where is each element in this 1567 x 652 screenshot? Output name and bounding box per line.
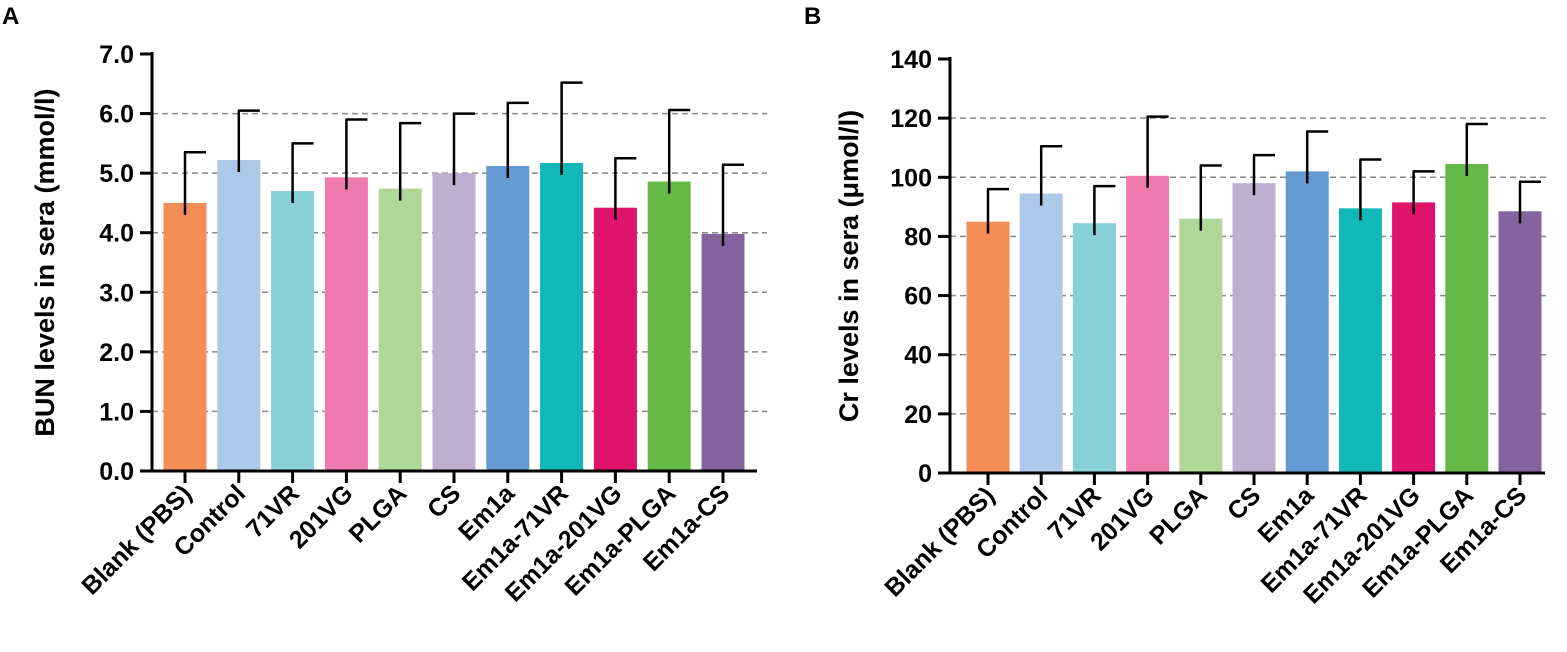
y-tick-label: 100 (890, 164, 932, 192)
y-tick-label: 60 (904, 283, 932, 311)
bar (217, 160, 261, 471)
bar (1445, 163, 1489, 473)
y-axis-title: Cr levels in sera (μmol/l) (834, 110, 864, 422)
y-tick-label: 2.0 (99, 339, 134, 367)
bar (1285, 171, 1329, 473)
bar (647, 181, 691, 472)
bar (432, 173, 476, 471)
y-tick-label: 140 (890, 46, 932, 74)
y-tick-label: 4.0 (99, 220, 134, 248)
bar (324, 177, 368, 471)
bar (1498, 211, 1542, 474)
bar (1338, 208, 1382, 474)
y-tick-label: 3.0 (99, 279, 134, 307)
bar (378, 188, 422, 472)
y-tick-label: 0 (918, 460, 932, 488)
bar (701, 233, 745, 471)
bar (1232, 183, 1276, 473)
y-tick-label: 6.0 (99, 101, 134, 129)
panel-letter: A (2, 3, 19, 30)
y-tick-label: 0.0 (99, 458, 134, 486)
x-tick-label: PLGA (1144, 481, 1213, 550)
y-tick-label: 7.0 (99, 41, 134, 69)
bar (593, 207, 637, 472)
y-tick-label: 5.0 (99, 160, 134, 188)
y-tick-label: 20 (904, 401, 932, 429)
bar (486, 165, 530, 471)
y-tick-label: 120 (890, 105, 932, 133)
x-tick-label: PLGA (344, 479, 413, 548)
bar (163, 202, 207, 471)
panel-letter: B (804, 3, 821, 30)
bar (540, 163, 584, 471)
bar (1126, 175, 1170, 474)
bar (1392, 202, 1436, 473)
x-tick-label: CS (422, 479, 466, 523)
bar (1019, 193, 1063, 474)
y-tick-label: 40 (904, 342, 932, 370)
bar (966, 221, 1010, 473)
y-tick-label: 80 (904, 223, 932, 251)
bar (1179, 218, 1223, 473)
bar (271, 191, 315, 471)
y-tick-label: 1.0 (99, 398, 134, 426)
x-tick-label: CS (1222, 481, 1266, 525)
y-axis-title: BUN levels in sera (mmol/l) (30, 88, 60, 436)
bar (1072, 223, 1116, 473)
